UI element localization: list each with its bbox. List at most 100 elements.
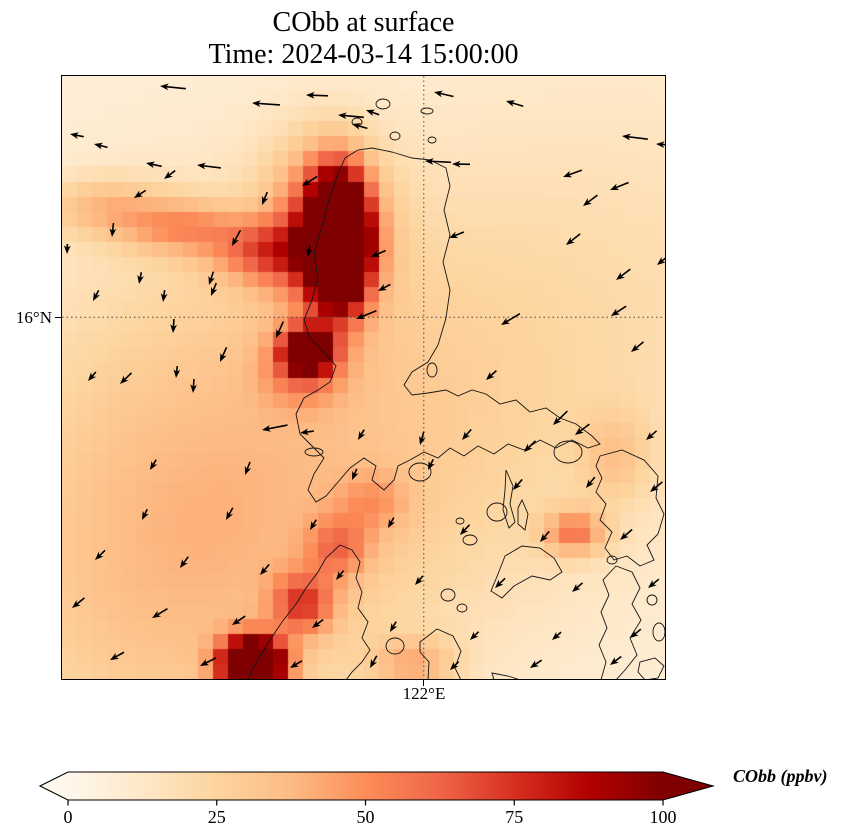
colorbar-tick-label: 75 [505, 807, 523, 827]
island-coastline [455, 517, 465, 525]
wind-arrow [434, 90, 454, 98]
island-coastline [440, 588, 456, 602]
wind-arrow [610, 181, 629, 190]
wind-arrow [646, 430, 658, 440]
wind-arrow [501, 312, 521, 325]
colorbar-tick-label: 0 [64, 807, 73, 827]
wind-arrow [170, 318, 177, 333]
coastline-and-grid-layer [62, 76, 665, 679]
wind-arrow [524, 440, 537, 452]
wind-arrow [262, 191, 269, 205]
island-coastline [427, 136, 437, 144]
wind-arrow [137, 272, 144, 284]
wind-arrow [305, 245, 313, 257]
wind-arrow [390, 621, 398, 632]
wind-arrow [160, 83, 186, 91]
island-coastline [462, 534, 478, 546]
wind-arrow [650, 481, 663, 492]
wind-arrow [110, 651, 125, 660]
coastline-path [598, 565, 642, 679]
wind-arrow [146, 161, 162, 169]
wind-arrow [513, 478, 523, 490]
wind-arrow [495, 577, 506, 588]
wind-arrow [572, 582, 584, 592]
wind-arrow [631, 341, 644, 352]
wind-arrow [506, 100, 524, 108]
island-coastline [486, 502, 508, 522]
wind-arrow [173, 365, 181, 378]
coastline-path [517, 498, 529, 531]
wind-arrow [388, 517, 396, 528]
wind-arrow [302, 175, 318, 186]
wind-arrow [120, 372, 133, 384]
wind-arrow [630, 628, 642, 638]
wind-arrow [530, 659, 543, 668]
wind-arrow [226, 507, 234, 520]
wind-arrow [586, 476, 596, 488]
wind-arrow [160, 290, 168, 302]
wind-arrow [109, 222, 117, 237]
island-coastline [426, 362, 438, 378]
island-coastline [304, 447, 324, 457]
wind-arrow [208, 271, 215, 285]
wind-arrow [452, 160, 471, 168]
wind-arrow [486, 370, 497, 380]
coastline-path [595, 449, 665, 567]
wind-arrow [142, 508, 149, 520]
chart-title: CObb at surface [272, 7, 455, 38]
wind-arrow [622, 133, 648, 141]
island-coastline [375, 98, 391, 110]
wind-arrow [657, 254, 665, 265]
wind-arrow [553, 410, 568, 425]
island-coastline [385, 637, 405, 655]
wind-arrow [462, 428, 472, 440]
wind-arrow [611, 305, 627, 316]
coastline-path [491, 672, 519, 679]
chart-subtitle-time: Time: 2024-03-14 15:00:00 [208, 39, 519, 70]
island-coastline [420, 107, 434, 115]
wind-arrow [306, 91, 329, 99]
wind-arrow [428, 458, 435, 470]
map-axes-frame [61, 75, 666, 680]
wind-arrow [552, 631, 562, 640]
wind-arrow [244, 461, 252, 475]
coastline-path [502, 469, 516, 529]
wind-arrow [260, 563, 270, 575]
wind-arrow [450, 661, 460, 670]
x-axis-tick-mark [423, 679, 425, 686]
wind-arrow [419, 431, 426, 445]
island-coastline [646, 594, 658, 606]
island-coastline [553, 440, 583, 464]
wind-arrow [356, 310, 377, 319]
colorbar-gradient-bar [38, 771, 716, 801]
colorbar-tick-label: 25 [208, 807, 226, 827]
coastline-path [419, 628, 462, 679]
wind-arrow [211, 282, 218, 296]
wind-arrow [425, 158, 452, 165]
wind-arrow [563, 169, 583, 178]
wind-arrow [338, 112, 364, 120]
wind-arrow [470, 631, 480, 640]
wind-arrow [164, 169, 176, 179]
colorbar-tick-label: 100 [650, 807, 677, 827]
wind-arrow [300, 428, 314, 436]
wind-arrow [656, 141, 665, 148]
y-axis-tick-mark [55, 317, 62, 319]
wind-arrow [197, 162, 221, 170]
wind-arrow [88, 371, 97, 381]
wind-arrow [94, 142, 108, 150]
wind-arrow [232, 229, 242, 246]
island-coastline [456, 603, 468, 613]
wind-arrow [150, 459, 158, 470]
wind-arrow [70, 132, 84, 139]
wind-arrow [252, 100, 280, 107]
wind-arrow [575, 423, 590, 435]
wind-arrow [310, 519, 318, 530]
wind-arrow [63, 243, 71, 254]
wind-arrow [648, 578, 660, 588]
island-coastline [652, 622, 665, 642]
wind-arrow [370, 655, 378, 668]
x-axis-tick-label: 122°E [402, 684, 446, 703]
wind-arrow [366, 109, 380, 117]
